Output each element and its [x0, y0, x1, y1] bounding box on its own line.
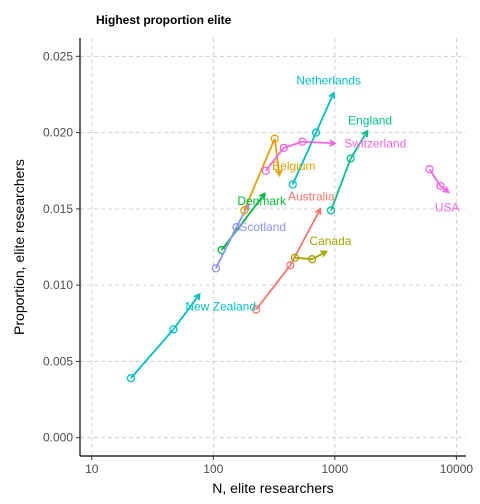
series-segment — [349, 130, 369, 159]
series-england — [326, 129, 369, 215]
series-segment — [291, 132, 317, 185]
series-label-new-zealand: New Zealand — [185, 299, 256, 313]
series-label-denmark: Denmark — [237, 194, 287, 208]
arrowhead — [320, 250, 328, 258]
data-point — [232, 223, 241, 232]
y-tick-label: 0.025 — [43, 49, 73, 63]
grid — [80, 38, 466, 456]
series-label-belgium: Belgium — [272, 159, 315, 173]
series-label-usa: USA — [435, 200, 460, 214]
series-new-zealand — [126, 292, 201, 383]
series-label-scotland: Scotland — [239, 220, 286, 234]
series-label-netherlands: Netherlands — [296, 74, 361, 88]
series-canada — [290, 250, 328, 264]
arrowhead — [193, 292, 201, 301]
data-point — [126, 374, 136, 383]
data-point — [290, 253, 300, 262]
data-point — [279, 143, 288, 152]
tick-labels: 10 100 1000 10000 0.000 0.005 0.010 0.015 0.020 0… — [43, 49, 473, 476]
series-label-england: England — [348, 113, 392, 127]
arrowhead — [258, 192, 266, 200]
x-axis-label: N, elite researchers — [212, 480, 333, 496]
series-switzerland — [261, 137, 337, 175]
series-segment — [289, 208, 322, 266]
arrowhead — [361, 129, 369, 138]
data-point — [261, 166, 270, 175]
y-tick-label: 0.005 — [43, 354, 73, 368]
y-tick-label: 0.000 — [43, 431, 73, 445]
series-segment — [130, 328, 175, 379]
data-point — [169, 325, 178, 334]
data-point — [326, 206, 336, 215]
data-point — [425, 165, 434, 174]
data-point — [307, 255, 317, 264]
series-segment — [315, 92, 335, 133]
series-segment — [265, 147, 285, 172]
chart-title: Highest proportion elite — [96, 13, 232, 27]
series-segment — [330, 158, 352, 211]
data-point — [240, 206, 249, 215]
series-netherlands — [288, 91, 336, 189]
x-tick-label: 10 — [85, 462, 99, 476]
series-segment — [302, 140, 335, 145]
series-segment — [243, 138, 276, 211]
x-tick-label: 10000 — [440, 462, 474, 476]
data-point — [286, 261, 295, 270]
series-label-switzerland: Switzerland — [344, 136, 406, 150]
x-tick-label: 1000 — [321, 462, 348, 476]
series-labels: New Zealand Denmark Scotland Belgium Netherl… — [185, 74, 459, 314]
arrowhead — [442, 186, 450, 194]
data-point — [251, 305, 261, 314]
series-usa — [425, 165, 450, 194]
data-point — [346, 154, 355, 163]
y-tick-label: 0.020 — [43, 126, 73, 140]
y-axis-label: Proportion, elite researchers — [11, 159, 27, 335]
arrowhead — [314, 207, 322, 215]
series-label-australia: Australia — [288, 190, 335, 204]
y-tick-label: 0.015 — [43, 202, 73, 216]
series-scotland — [211, 202, 250, 273]
series-segment — [311, 250, 327, 260]
y-tick-label: 0.010 — [43, 278, 73, 292]
series-label-canada: Canada — [309, 234, 351, 248]
series-segment — [255, 264, 292, 311]
data-point — [211, 264, 221, 273]
series-segment — [215, 226, 238, 269]
series-lines — [126, 91, 450, 383]
data-point — [436, 181, 445, 191]
data-point — [311, 128, 321, 137]
data-point — [288, 180, 297, 189]
data-point — [270, 134, 279, 143]
arrowhead — [329, 139, 337, 147]
arrowhead — [328, 91, 336, 99]
data-point — [298, 137, 307, 146]
x-tick-label: 100 — [203, 462, 223, 476]
series-australia — [251, 207, 322, 314]
arrowhead — [275, 169, 283, 178]
axes — [79, 38, 466, 457]
series-segment — [172, 293, 201, 330]
